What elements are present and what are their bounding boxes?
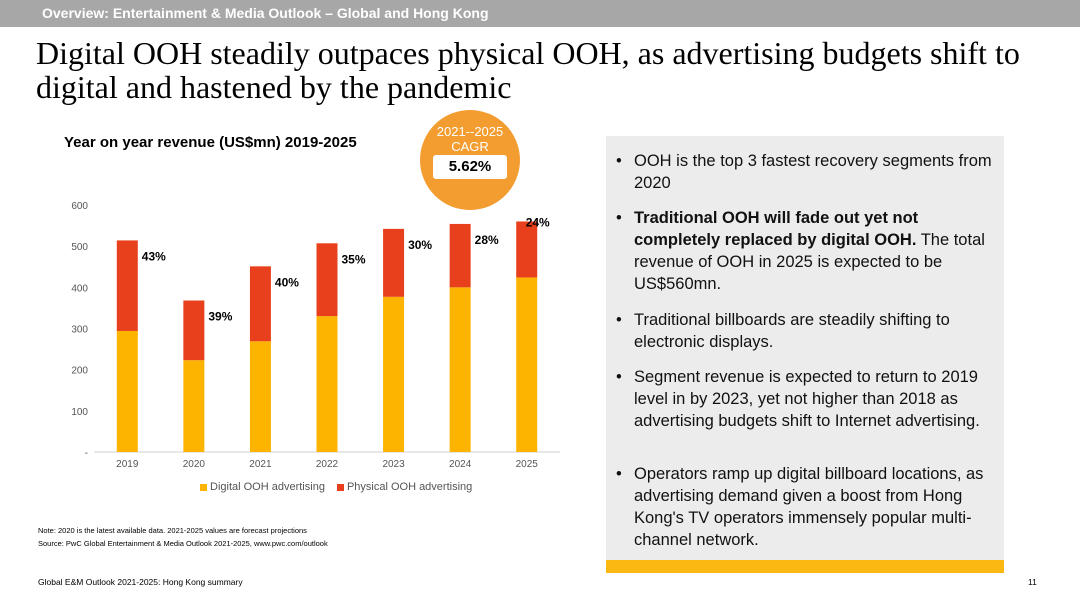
bar-physical-2019 xyxy=(116,240,138,331)
bar-digital-2022 xyxy=(316,316,338,452)
insights-panel: • OOH is the top 3 fastest recovery segm… xyxy=(606,136,1004,560)
x-tick-label: 2021 xyxy=(249,459,272,470)
x-tick-label: 2024 xyxy=(449,459,472,470)
x-tick-label: 2025 xyxy=(516,459,539,470)
cagr-label: CAGR xyxy=(451,139,489,154)
data-label: 24% xyxy=(526,215,550,229)
footer-title: Global E&M Outlook 2021-2025: Hong Kong … xyxy=(38,577,243,587)
insight-body: Segment revenue is expected to return to… xyxy=(634,368,980,430)
legend-label-physical: Physical OOH advertising xyxy=(346,481,473,493)
bar-physical-2020 xyxy=(183,300,205,361)
bar-digital-2019 xyxy=(116,330,138,452)
data-label: 35% xyxy=(342,252,366,266)
cagr-badge: 2021--2025 CAGR 5.62% xyxy=(420,110,520,210)
bar-digital-2025 xyxy=(516,277,538,452)
bullet-glyph: • xyxy=(616,209,622,227)
x-tick-label: 2020 xyxy=(183,459,206,470)
insight-text: Traditional billboards are steadily shif… xyxy=(634,309,996,353)
legend-item-digital: Digital OOH advertising xyxy=(200,481,325,493)
x-tick-label: 2019 xyxy=(116,459,139,470)
chart-note: Note: 2020 is the latest available data.… xyxy=(38,526,307,535)
bullet-glyph: • xyxy=(616,368,622,386)
insight-body: Operators ramp up digital billboard loca… xyxy=(634,465,984,549)
legend-label-digital: Digital OOH advertising xyxy=(210,481,325,493)
chart-title: Year on year revenue (US$mn) 2019-2025 xyxy=(64,134,357,151)
bar-physical-2021 xyxy=(249,266,271,342)
y-tick-label: - xyxy=(85,448,88,459)
cagr-value: 5.62% xyxy=(433,155,507,179)
chart-source: Source: PwC Global Entertainment & Media… xyxy=(38,539,328,548)
bar-digital-2023 xyxy=(383,296,405,452)
data-label: 40% xyxy=(275,275,299,289)
insight-text: Segment revenue is expected to return to… xyxy=(634,366,996,432)
insight-text: OOH is the top 3 fastest recovery segmen… xyxy=(634,150,996,194)
legend-swatch-physical xyxy=(336,483,344,491)
bar-physical-2023 xyxy=(383,228,405,297)
panel-accent-bar xyxy=(606,560,1004,573)
data-label: 39% xyxy=(208,310,232,324)
y-tick-label: 100 xyxy=(71,407,88,418)
data-label: 28% xyxy=(475,233,499,247)
insight-body: OOH is the top 3 fastest recovery segmen… xyxy=(634,152,992,192)
insight-text: Traditional OOH will fade out yet not co… xyxy=(634,207,996,295)
legend-swatch-digital xyxy=(200,483,207,491)
bullet-glyph: • xyxy=(616,465,622,483)
cagr-period: 2021--2025 xyxy=(436,124,504,139)
y-tick-label: 200 xyxy=(71,366,88,377)
y-tick-label: 600 xyxy=(71,201,88,212)
bar-physical-2024 xyxy=(449,223,471,288)
chart-legend: Digital OOH advertising Physical OOH adv… xyxy=(200,481,472,493)
data-label: 43% xyxy=(142,249,166,263)
insight-body: Traditional billboards are steadily shif… xyxy=(634,311,950,351)
bar-digital-2024 xyxy=(449,287,471,452)
y-tick-label: 400 xyxy=(71,283,88,294)
x-tick-label: 2022 xyxy=(316,459,339,470)
y-tick-label: 500 xyxy=(71,242,88,253)
slide-headline: Digital OOH steadily outpaces physical O… xyxy=(36,35,1020,105)
legend-item-physical: Physical OOH advertising xyxy=(336,481,473,493)
bar-digital-2020 xyxy=(183,360,205,452)
bullet-glyph: • xyxy=(616,311,622,329)
data-label: 30% xyxy=(408,238,432,252)
bar-physical-2025 xyxy=(516,221,538,278)
insight-body: The total revenue of OOH in 2025 is expe… xyxy=(634,231,985,293)
bar-digital-2021 xyxy=(249,341,271,452)
section-header-bar: Overview: Entertainment & Media Outlook … xyxy=(0,0,1080,27)
x-tick-label: 2023 xyxy=(382,459,405,470)
section-header-text: Overview: Entertainment & Media Outlook … xyxy=(42,5,489,21)
bar-physical-2022 xyxy=(316,243,338,317)
page-number: 11 xyxy=(1028,577,1037,587)
insight-text: Operators ramp up digital billboard loca… xyxy=(634,463,996,551)
y-tick-label: 300 xyxy=(71,325,88,336)
insight-bold: Traditional OOH will fade out yet not co… xyxy=(634,209,919,249)
bullet-glyph: • xyxy=(616,152,622,170)
revenue-stacked-bar-chart: - 100 200 300 400 500 600 2019 43% 2020 39% 2021 40%… xyxy=(71,201,560,470)
